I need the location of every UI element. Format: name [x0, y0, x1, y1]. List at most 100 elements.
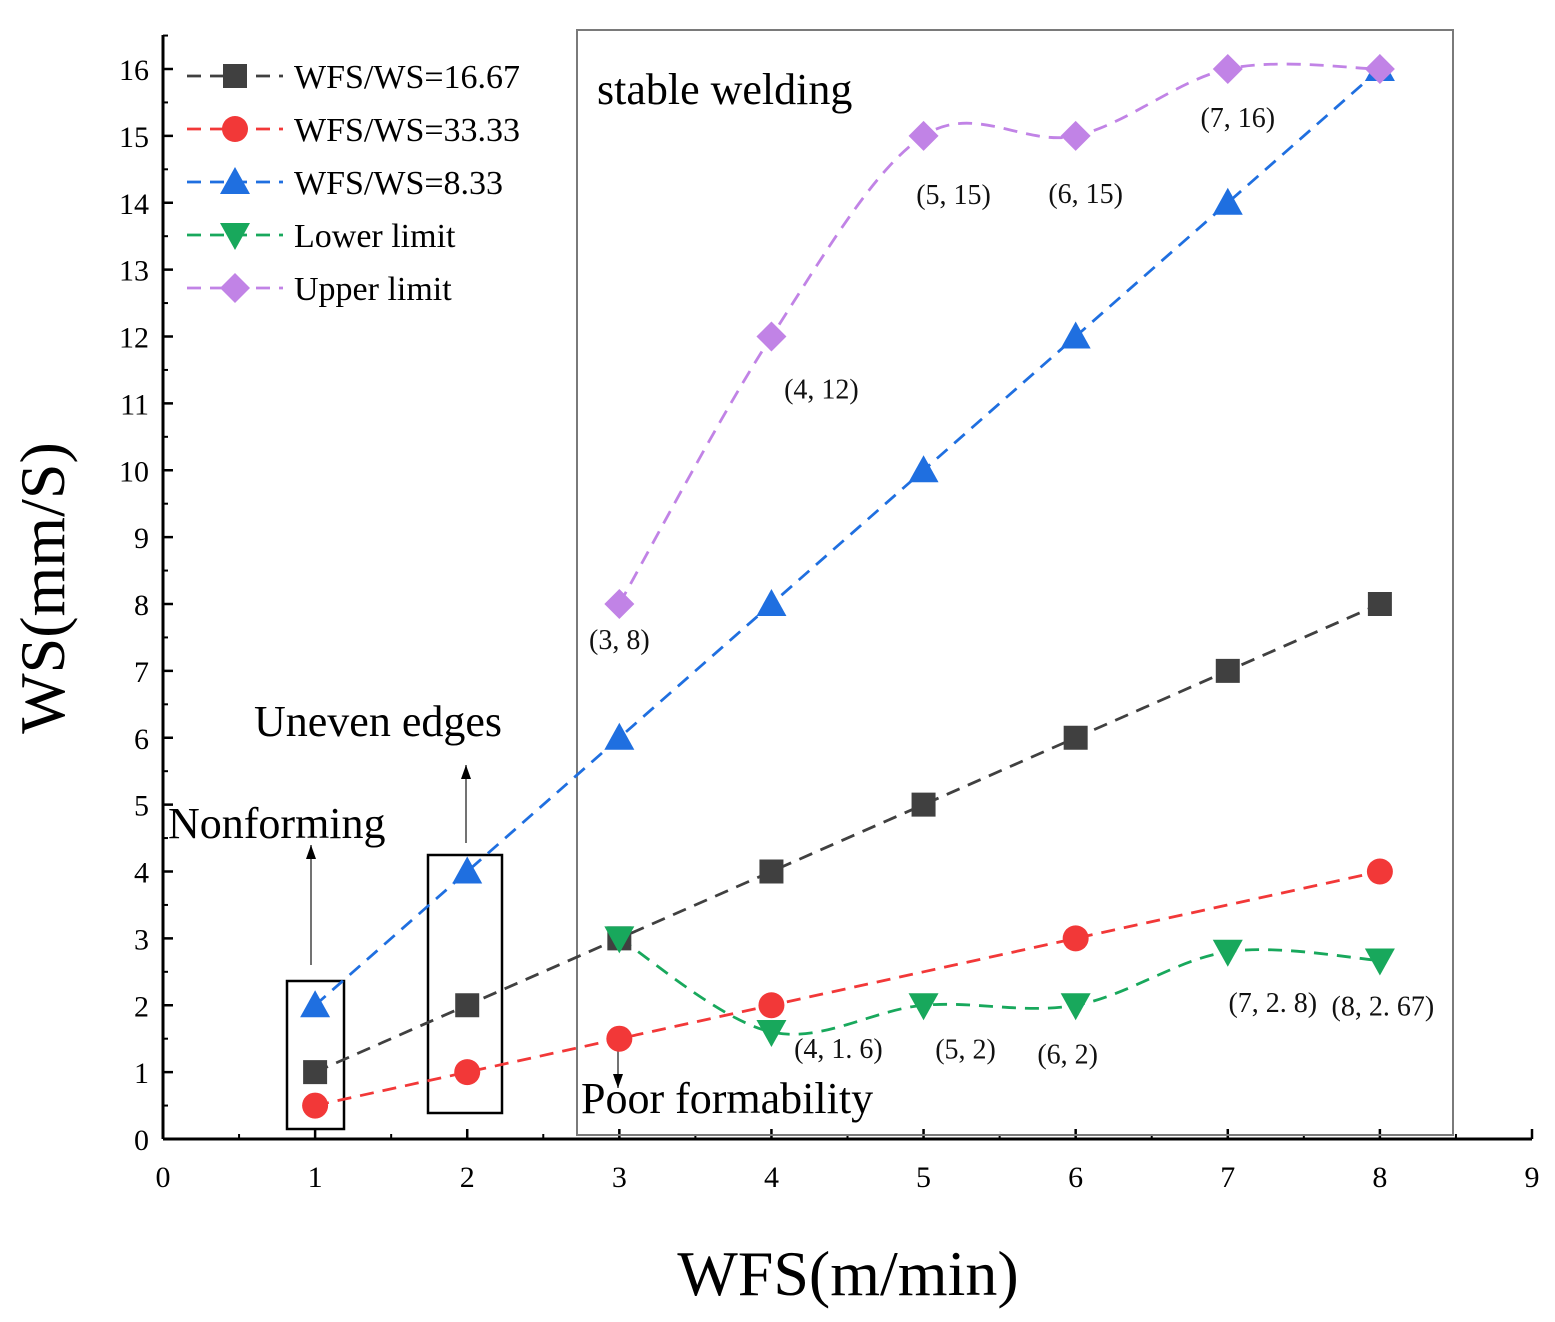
- legend-label: WFS/WS=33.33: [294, 112, 520, 149]
- y-tick-label: 9: [134, 522, 149, 555]
- data-point-0-7: [1367, 592, 1392, 616]
- y-tick-label: 5: [134, 790, 149, 823]
- y-tick-label: 12: [119, 322, 149, 355]
- y-tick-label: 13: [119, 255, 149, 288]
- legend-marker: [220, 273, 250, 303]
- point-label: (5, 2): [935, 1034, 996, 1065]
- uneven-edges-arrow: [461, 765, 471, 843]
- y-tick-label: 4: [134, 857, 149, 890]
- y-tick-label: 0: [134, 1124, 149, 1157]
- stable-region-box: [576, 29, 1454, 1136]
- data-point-4-3: [1060, 120, 1091, 151]
- legend-label: Upper limit: [294, 271, 452, 308]
- data-point-2-5: [1060, 321, 1091, 349]
- y-tick-label: 14: [119, 188, 149, 221]
- point-label: (6, 2): [1037, 1039, 1098, 1070]
- point-label: (7, 2. 8): [1228, 988, 1317, 1019]
- point-label: (4, 12): [784, 375, 859, 406]
- y-tick-label: 7: [134, 656, 149, 689]
- y-tick-label: 8: [134, 589, 149, 622]
- y-tick-label: 6: [134, 723, 149, 756]
- data-point-3-2: [908, 993, 939, 1021]
- data-point-2-6: [1212, 187, 1243, 215]
- x-tick-label: 1: [308, 1161, 323, 1194]
- series-markers: [300, 54, 1395, 1119]
- data-point-0-5: [1063, 725, 1088, 750]
- legend-label: WFS/WS=16.67: [294, 59, 520, 96]
- data-point-0-4: [911, 792, 936, 817]
- point-label: (7, 16): [1200, 103, 1275, 134]
- data-point-0-1: [455, 993, 480, 1018]
- legend-marker: [222, 116, 248, 142]
- x-tick-label: 0: [156, 1161, 171, 1194]
- series-line-0: [314, 602, 1381, 1074]
- data-point-3-3: [1060, 993, 1091, 1021]
- point-label: (6, 15): [1048, 179, 1123, 210]
- y-tick-label: 3: [134, 923, 149, 956]
- series-line-2: [314, 67, 1381, 1007]
- data-point-1-0: [302, 1092, 329, 1119]
- point-label: (5, 15): [916, 180, 991, 211]
- data-point-1-1: [454, 1059, 481, 1086]
- data-point-1-7: [1366, 858, 1393, 885]
- stable-welding-label: stable welding: [597, 65, 852, 114]
- data-point-1-3: [758, 992, 785, 1019]
- x-tick-label: 4: [764, 1161, 779, 1194]
- legend-marker: [220, 167, 250, 194]
- x-tick-label: 7: [1220, 1161, 1235, 1194]
- x-tick-label: 9: [1525, 1161, 1540, 1194]
- poor-formability-label: Poor formability: [581, 1074, 873, 1123]
- legend-item: WFS/WS=8.33: [187, 165, 503, 202]
- data-point-2-0: [300, 990, 331, 1018]
- uneven-edges-box: [426, 853, 504, 1115]
- legend-label: WFS/WS=8.33: [294, 165, 503, 202]
- data-point-4-0: [604, 589, 635, 619]
- data-point-4-5: [1364, 54, 1395, 84]
- data-point-3-1: [756, 1020, 787, 1047]
- data-point-0-0: [303, 1060, 328, 1085]
- legend-item: WFS/WS=33.33: [187, 112, 520, 149]
- y-tick-label: 10: [119, 455, 149, 488]
- data-point-2-4: [908, 455, 939, 483]
- axis-titles: WFS(m/min) WS(mm/S): [7, 442, 1019, 1309]
- series-line-1: [314, 870, 1381, 1107]
- data-point-3-0: [604, 926, 635, 954]
- nonforming-label: Nonforming: [168, 799, 386, 848]
- nonforming-arrow: [306, 845, 316, 965]
- data-point-2-2: [604, 722, 635, 750]
- x-tick-label: 8: [1372, 1161, 1387, 1194]
- legend-label: Lower limit: [294, 218, 456, 255]
- y-tick-label: 2: [134, 990, 149, 1023]
- x-tick-label: 3: [612, 1161, 627, 1194]
- data-point-2-1: [452, 856, 483, 884]
- point-label: (4, 1. 6): [794, 1034, 883, 1065]
- legend-item: WFS/WS=16.67: [187, 59, 520, 96]
- y-tick-label: 1: [134, 1057, 149, 1090]
- point-label: (8, 2. 67): [1332, 991, 1435, 1022]
- series-line-3: [618, 937, 1380, 1036]
- legend: WFS/WS=16.67 WFS/WS=33.33 WFS/WS=8.33 Lower…: [187, 59, 520, 308]
- legend-marker: [223, 64, 247, 88]
- x-tick-label: 2: [460, 1161, 475, 1194]
- data-point-1-2: [606, 1025, 633, 1052]
- data-point-2-3: [756, 589, 787, 616]
- data-point-0-6: [1215, 658, 1240, 683]
- legend-item: Lower limit: [187, 218, 456, 255]
- point-labels: (3, 8) (4, 12) (5, 15) (6, 15) (7, 16) (4, 1.…: [589, 103, 1434, 1070]
- y-axis-title: WS(mm/S): [7, 442, 78, 734]
- x-tick-label: 5: [916, 1161, 931, 1194]
- x-tick-label: 6: [1068, 1161, 1083, 1194]
- y-tick-label: 16: [119, 54, 149, 87]
- y-tick-label: 15: [119, 121, 149, 154]
- series-line-4: [618, 62, 1380, 605]
- point-label: (3, 8): [589, 625, 650, 656]
- legend-marker: [220, 223, 250, 250]
- data-point-1-5: [1062, 925, 1089, 952]
- data-point-0-3: [759, 859, 784, 884]
- uneven-edges-label: Uneven edges: [254, 697, 502, 746]
- data-point-3-5: [1364, 948, 1395, 976]
- x-axis-title: WFS(m/min): [677, 1238, 1018, 1309]
- data-point-4-2: [908, 120, 939, 151]
